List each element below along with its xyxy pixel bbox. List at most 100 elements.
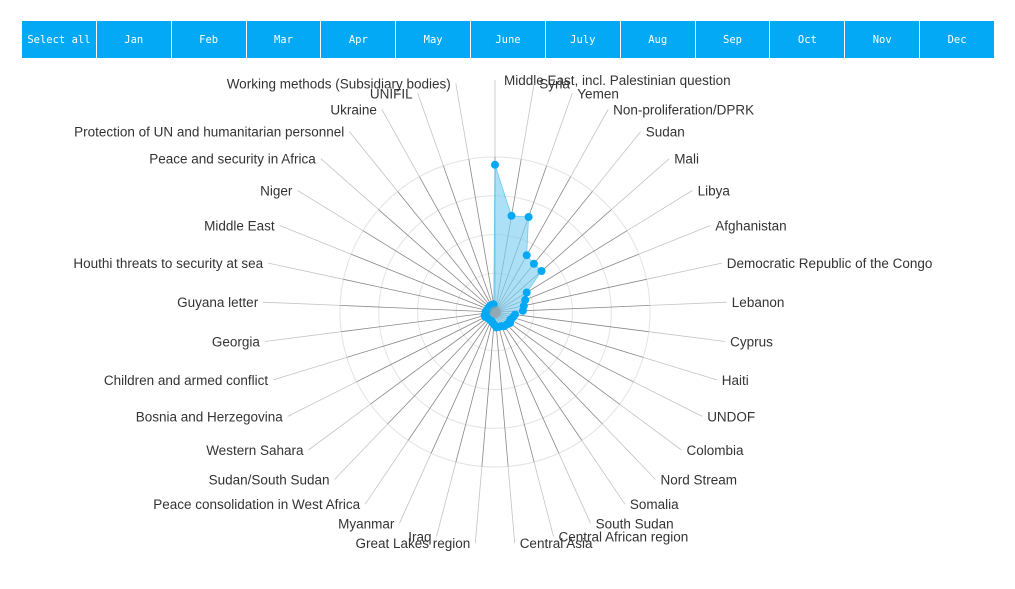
- label-leader: [381, 109, 420, 177]
- axis-label: Protection of UN and humanitarian person…: [74, 125, 344, 140]
- spoke-line: [455, 311, 496, 463]
- label-leader: [320, 158, 379, 210]
- label-leader: [507, 466, 516, 544]
- spoke-line: [341, 311, 496, 333]
- spoke-line: [378, 209, 496, 313]
- data-point[interactable]: [522, 251, 531, 260]
- tab-apr[interactable]: Apr: [321, 21, 397, 58]
- spoke-line: [343, 278, 496, 313]
- spoke-line: [340, 305, 496, 313]
- spoke-line: [494, 311, 583, 441]
- spoke-line: [494, 311, 509, 467]
- label-leader: [633, 381, 703, 417]
- label-leader: [334, 423, 388, 480]
- axis-label: Non-proliferation/DPRK: [613, 103, 754, 118]
- data-point[interactable]: [537, 267, 546, 275]
- axis-label: Afghanistan: [715, 219, 786, 234]
- tab-sep[interactable]: Sep: [695, 21, 771, 58]
- tab-nov[interactable]: Nov: [845, 21, 921, 58]
- axis-label: South Sudan: [596, 516, 674, 531]
- axis-label: Ukraine: [330, 103, 377, 118]
- data-point[interactable]: [507, 211, 516, 220]
- data-point[interactable]: [529, 259, 538, 268]
- spoke-line: [346, 311, 496, 358]
- spoke-line: [481, 311, 496, 467]
- axis-label: Myanmar: [338, 516, 395, 531]
- axis-label: Middle East, incl. Palestinian question: [504, 73, 731, 88]
- tab-feb[interactable]: Feb: [171, 21, 247, 58]
- axis-label: Colombia: [687, 443, 745, 458]
- spoke-line: [494, 311, 644, 358]
- tab-may[interactable]: May: [396, 21, 472, 58]
- axis-label: Great Lakes region: [355, 536, 470, 551]
- data-point[interactable]: [491, 160, 499, 169]
- axis-label: Children and armed conflict: [104, 373, 269, 388]
- label-leader: [558, 453, 591, 524]
- spoke-line: [351, 253, 496, 313]
- spoke-line: [397, 191, 496, 313]
- data-point[interactable]: [524, 213, 533, 221]
- label-leader: [263, 301, 341, 306]
- label-leader: [592, 131, 642, 192]
- axis-label: Sudan: [646, 125, 685, 140]
- label-leader: [455, 83, 470, 160]
- data-point[interactable]: [518, 306, 527, 315]
- tab-jan[interactable]: Jan: [96, 21, 172, 58]
- label-leader: [399, 453, 432, 524]
- axis-label: Haiti: [722, 373, 749, 388]
- axis-label: Bosnia and Herzegovina: [136, 409, 284, 424]
- axis-label: Cyprus: [730, 335, 773, 350]
- label-leader: [520, 83, 535, 160]
- month-selector: Select all Jan Feb Mar Apr May June July Aug Sep O…: [22, 21, 994, 58]
- spoke-line: [362, 230, 496, 313]
- label-leader: [364, 440, 409, 505]
- label-leader: [602, 423, 656, 480]
- axis-label: Peace consolidation in West Africa: [153, 497, 360, 512]
- axis-label: Working methods (Subsidiary bodies): [227, 76, 451, 91]
- tab-dec[interactable]: Dec: [920, 21, 994, 58]
- label-leader: [626, 190, 693, 232]
- axis-label: Peace and security in Africa: [149, 152, 316, 167]
- label-leader: [279, 225, 352, 255]
- tab-july[interactable]: July: [545, 21, 621, 58]
- axis-label: Democratic Republic of the Congo: [727, 256, 933, 271]
- spoke-line: [494, 311, 649, 333]
- tab-select-all[interactable]: Select all: [22, 21, 97, 58]
- axis-label: UNDOF: [707, 409, 755, 424]
- axis-label: Sudan/South Sudan: [209, 473, 330, 488]
- axis-label: Yemen: [577, 86, 619, 101]
- axis-label: Mali: [674, 152, 699, 167]
- spoke-line: [494, 311, 634, 383]
- axis-label: Libya: [698, 183, 731, 198]
- axis-label: Nord Stream: [661, 473, 738, 488]
- label-leader: [611, 158, 670, 210]
- axis-label: Niger: [260, 183, 293, 198]
- label-leader: [436, 461, 457, 537]
- tab-mar[interactable]: Mar: [246, 21, 322, 58]
- label-leader: [619, 403, 682, 451]
- spoke-line: [419, 176, 496, 313]
- label-leader: [638, 225, 711, 255]
- tab-june[interactable]: June: [471, 21, 546, 58]
- data-point[interactable]: [522, 288, 531, 297]
- label-leader: [297, 190, 364, 232]
- label-leader: [533, 461, 554, 537]
- label-leader: [643, 357, 717, 381]
- tab-aug[interactable]: Aug: [620, 21, 696, 58]
- axis-label: Guyana letter: [177, 295, 259, 310]
- axis-label: Somalia: [630, 497, 679, 512]
- label-leader: [273, 357, 347, 381]
- axis-label: Syria: [539, 76, 570, 91]
- spoke-line: [356, 311, 496, 383]
- tab-oct[interactable]: Oct: [770, 21, 846, 58]
- label-leader: [348, 131, 398, 192]
- spoke-line: [494, 311, 603, 425]
- spoke-line: [387, 311, 496, 425]
- axis-label: Georgia: [212, 335, 261, 350]
- label-leader: [417, 93, 444, 167]
- center-hub: [489, 306, 501, 318]
- label-leader: [581, 440, 626, 505]
- axis-label: Western Sahara: [206, 443, 304, 458]
- spoke-line: [443, 165, 496, 313]
